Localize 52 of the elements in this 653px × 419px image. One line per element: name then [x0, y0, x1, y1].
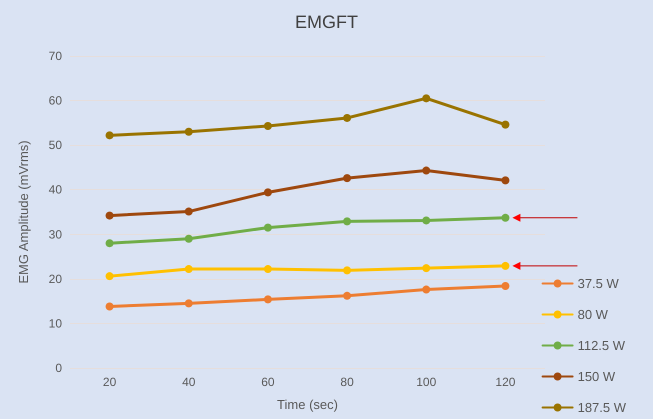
legend-label: 112.5 W [578, 338, 626, 353]
chart-title: EMGFT [295, 12, 358, 32]
x-axis-title: Time (sec) [277, 397, 338, 412]
y-tick-label: 50 [48, 138, 62, 152]
y-tick-label: 70 [48, 49, 62, 63]
point [343, 174, 352, 182]
y-tick-label: 60 [48, 94, 62, 108]
point [501, 282, 510, 290]
x-tick-label: 100 [416, 375, 437, 389]
y-tick-label: 10 [48, 316, 62, 330]
y-tick-label: 30 [48, 227, 62, 242]
y-tick-label: 0 [55, 361, 62, 375]
x-tick-label: 120 [495, 375, 516, 389]
point [184, 265, 193, 274]
point [264, 265, 272, 274]
y-tick-label: 20 [48, 272, 62, 286]
x-tick-label: 40 [182, 375, 196, 389]
point [106, 131, 114, 140]
point [501, 120, 510, 129]
legend-label: 187.5 W [578, 400, 627, 415]
point [422, 286, 430, 294]
x-tick-label: 20 [102, 375, 117, 389]
point [422, 216, 430, 224]
point [264, 295, 272, 304]
point [501, 214, 510, 222]
legend-label: 80 W [578, 307, 609, 322]
point [501, 262, 510, 270]
legend-label: 37.5 W [578, 276, 620, 291]
legend-label: 150 W [578, 369, 616, 384]
point [422, 166, 430, 175]
point [264, 224, 272, 232]
point [343, 114, 352, 122]
point [184, 208, 193, 216]
point [264, 188, 272, 196]
point [501, 176, 510, 184]
point [184, 299, 193, 308]
point [184, 128, 193, 136]
point [343, 292, 352, 300]
x-tick-label: 60 [261, 375, 275, 389]
x-tick-label: 80 [340, 375, 354, 389]
point [343, 266, 352, 274]
point [343, 217, 352, 226]
point [106, 302, 114, 310]
point [422, 264, 430, 272]
point [264, 122, 272, 130]
point [184, 234, 193, 243]
point [106, 272, 114, 280]
y-axis-title: EMG Amplitude (mVrms) [16, 140, 31, 284]
y-tick-label: 40 [48, 182, 62, 197]
point [106, 212, 114, 220]
point [422, 94, 430, 102]
point [106, 239, 114, 248]
